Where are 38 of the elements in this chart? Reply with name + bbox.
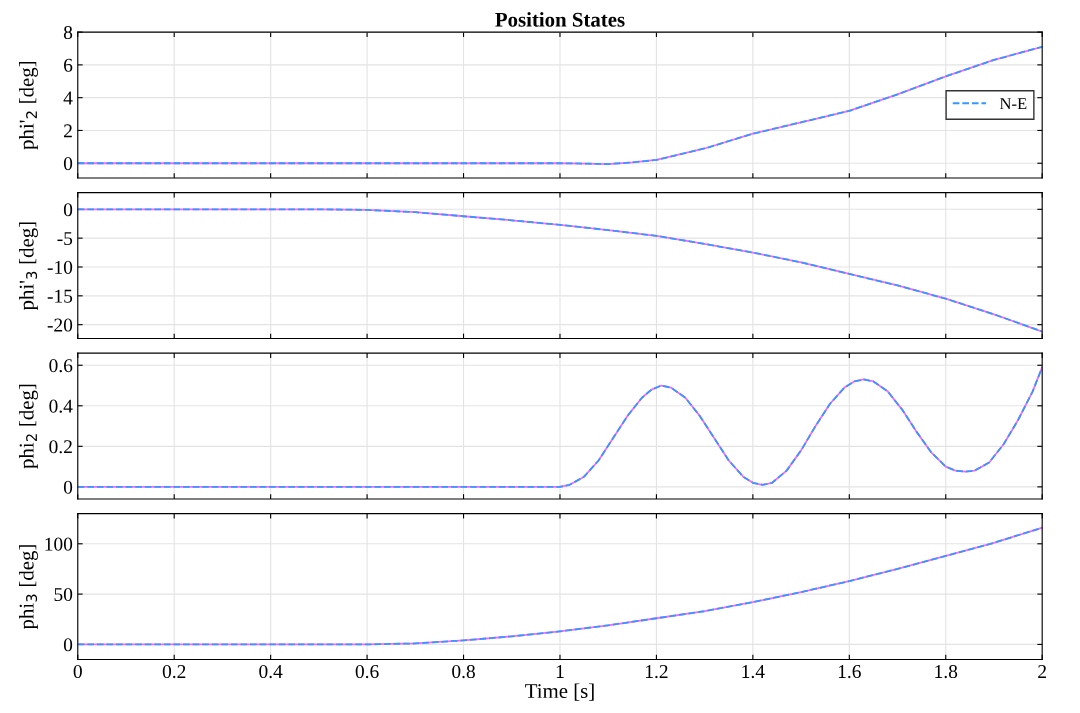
y-axis-title: phi'$_{3}$ [deg]	[19, 222, 38, 311]
y-axis-title: phi$_{2}$ [deg]	[19, 384, 38, 469]
y-tick-label: 2	[64, 124, 72, 138]
x-tick-label: 1.4	[742, 665, 765, 679]
x-tick-label: 2	[1038, 665, 1046, 678]
y-axis-title: phi$_{3}$ [deg]	[19, 545, 38, 630]
line-series	[77, 208, 1043, 333]
y-tick-label: 0.4	[49, 399, 73, 413]
x-tick-label: 0.4	[259, 664, 283, 679]
y-tick-label: 4	[63, 91, 73, 105]
x-tick-label: 1.6	[838, 665, 861, 679]
x-tick-label: 1	[556, 665, 564, 678]
y-tick-label: 0	[63, 203, 73, 217]
y-tick-label: 6	[64, 58, 73, 72]
x-axis-title: Time [s]	[525, 683, 594, 701]
line-series	[77, 45, 1043, 165]
x-tick-label: 1.8	[935, 664, 958, 679]
x-tick-label: 0.2	[162, 664, 186, 679]
line-series	[77, 526, 1043, 646]
y-tick-label: -5	[57, 232, 73, 246]
y-tick-label: -20	[47, 318, 73, 332]
legend-label: N-E	[999, 98, 1027, 110]
y-tick-label: -15	[47, 289, 73, 303]
x-tick-label: 1.2	[645, 665, 668, 679]
y-tick-label: 8	[63, 25, 73, 40]
x-tick-label: 0.6	[355, 664, 379, 679]
y-tick-label: 0.2	[49, 440, 72, 454]
chart-title: Position States	[495, 12, 625, 27]
y-tick-label: 50	[54, 587, 73, 602]
y-tick-label: 0	[63, 157, 73, 171]
y-tick-label: 0	[63, 480, 73, 494]
y-axis-title: phi'$_{2}$ [deg]	[19, 61, 38, 150]
y-tick-label: 0.6	[49, 359, 73, 373]
y-tick-label: 0	[63, 638, 73, 652]
line-series	[77, 366, 1043, 488]
y-tick-label: -10	[47, 260, 73, 274]
y-tick-label: 100	[45, 537, 73, 551]
x-tick-label: 0.8	[452, 664, 475, 679]
